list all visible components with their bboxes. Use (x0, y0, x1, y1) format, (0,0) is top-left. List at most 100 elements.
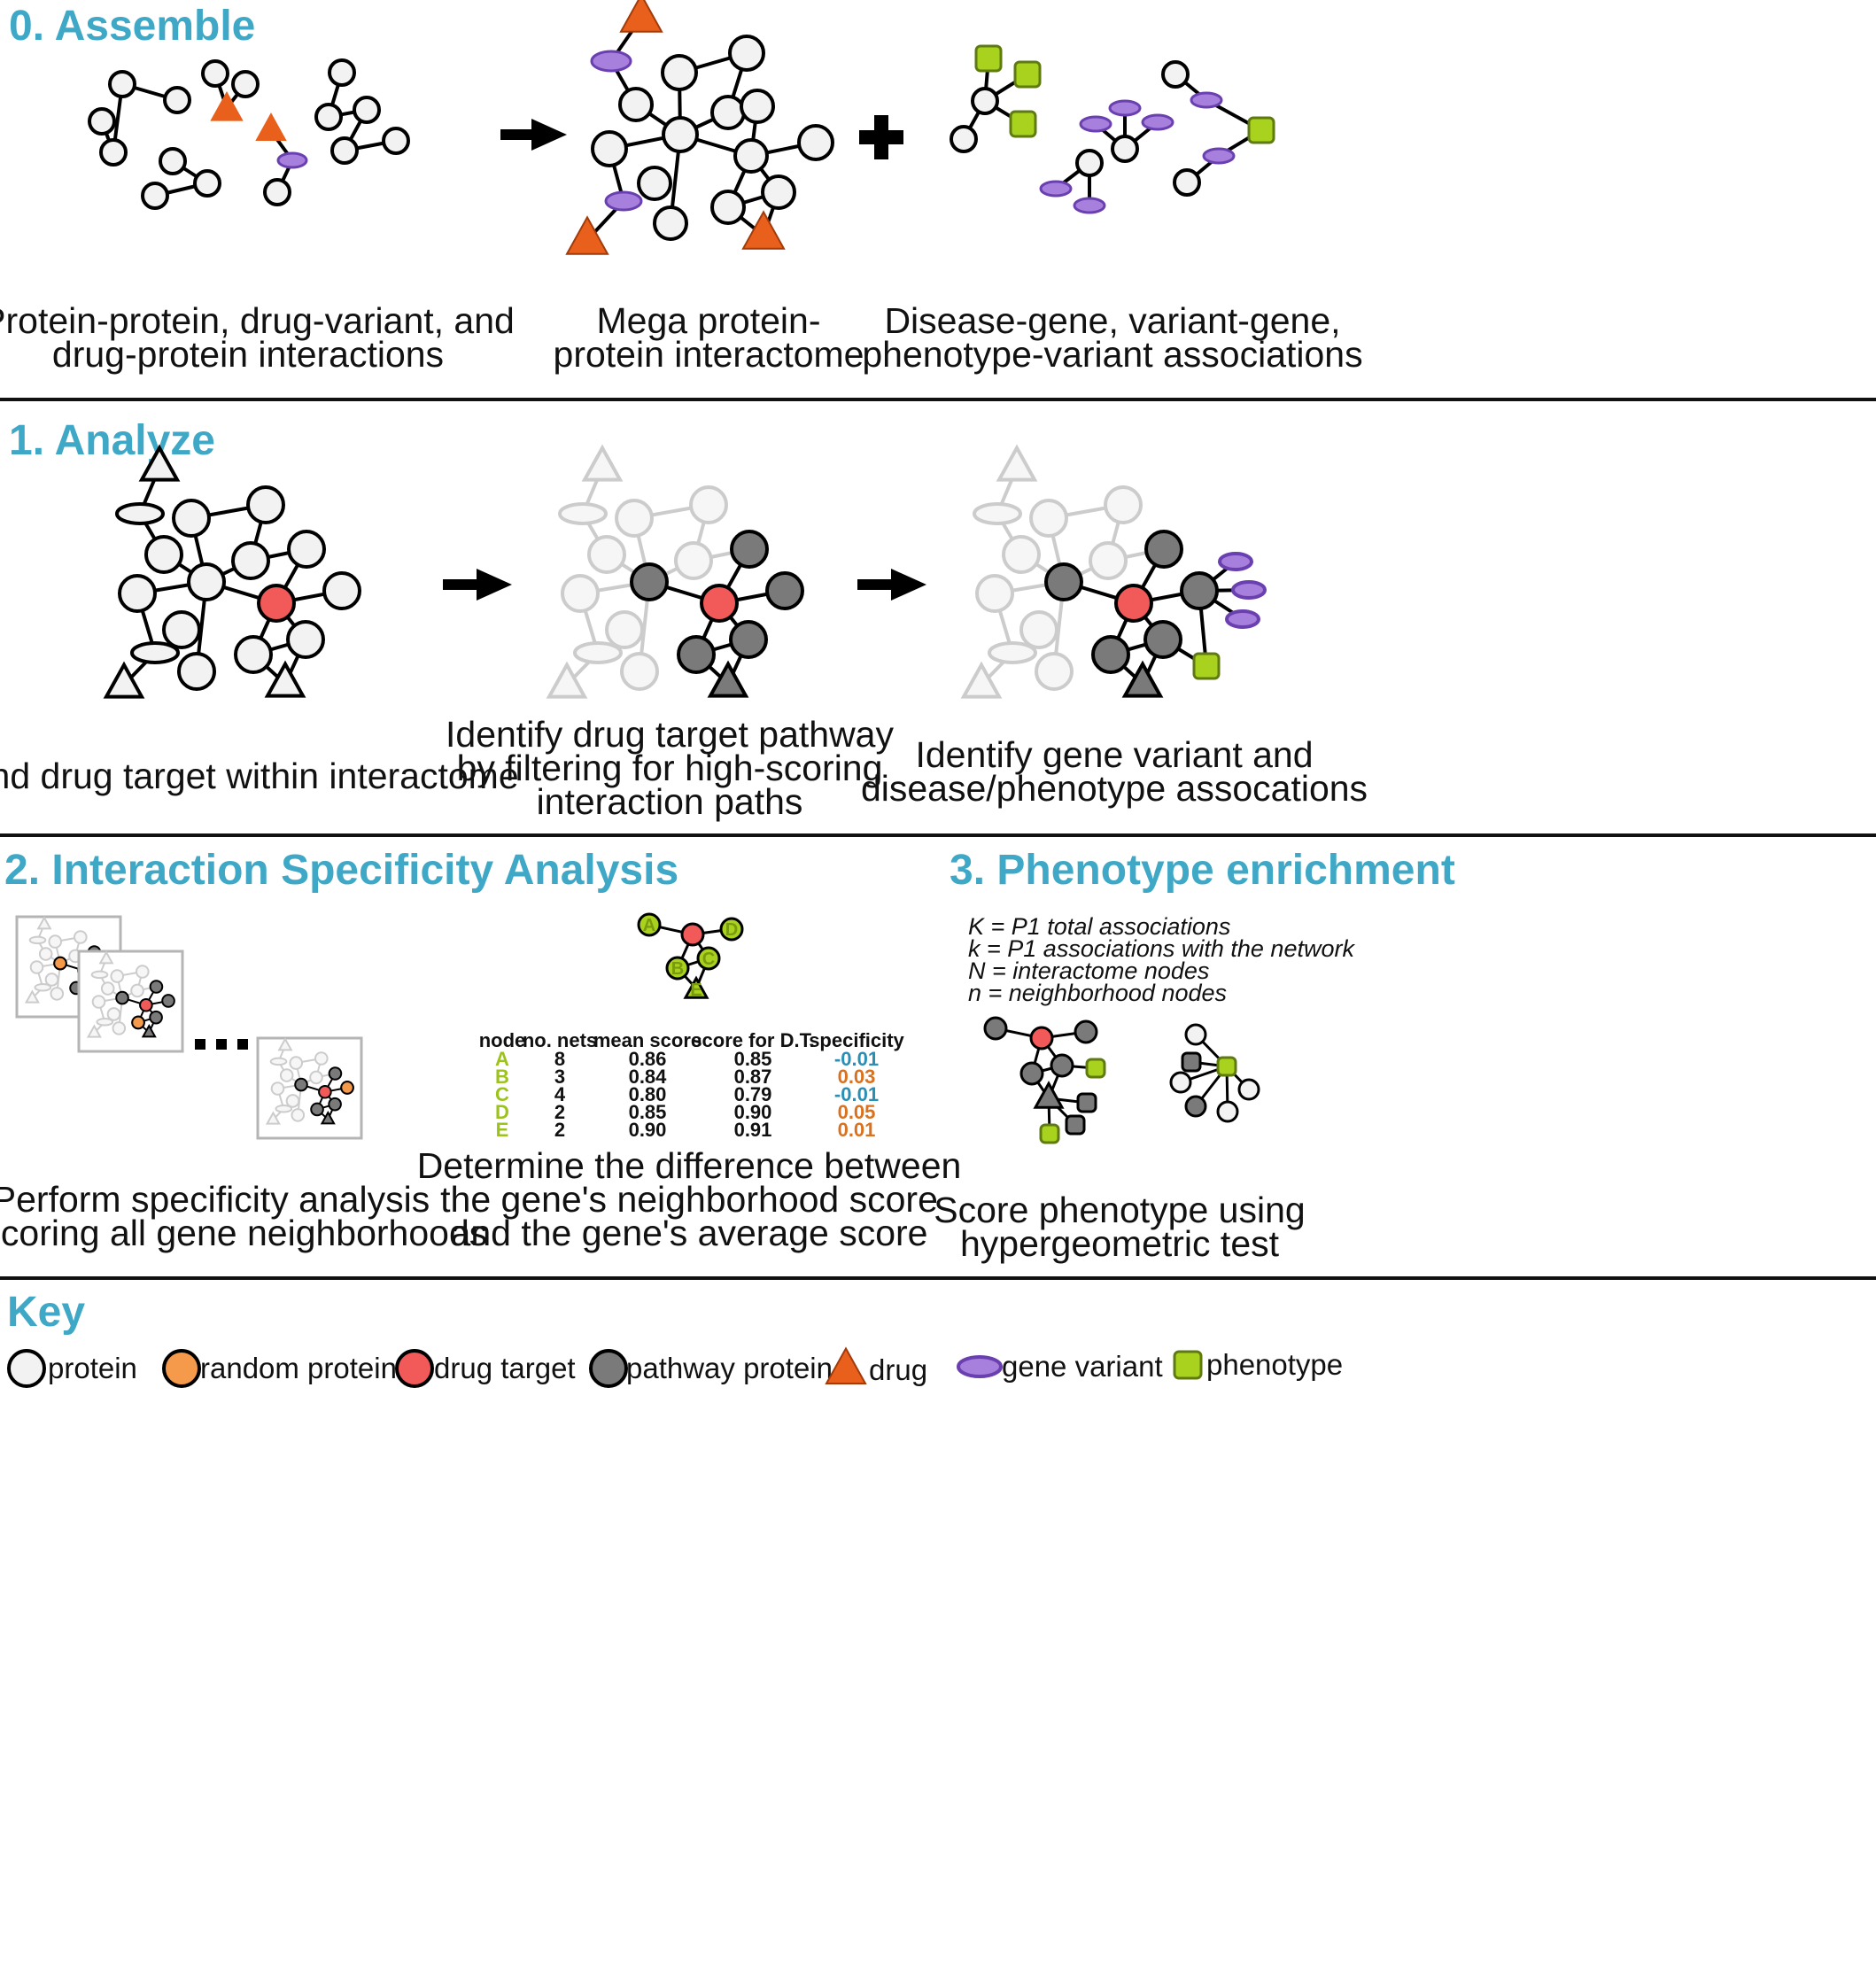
drug-node (320, 1111, 336, 1125)
gene-variant-node (1108, 99, 1142, 117)
drug-node (277, 1037, 293, 1051)
table-cell-dt: 0.85 (734, 1048, 772, 1070)
protein-node (187, 562, 226, 601)
table-cell-nets: 2 (554, 1101, 565, 1123)
phenotype-node (1173, 1350, 1203, 1380)
table-cell-nets: 3 (554, 1066, 565, 1088)
phenotype-node (1192, 652, 1221, 680)
gene-variant-node (988, 641, 1037, 664)
protein-node (1143, 620, 1182, 659)
table-cell-node: A (495, 1048, 509, 1070)
analyze-network-2 (546, 444, 804, 699)
analyze-network-3 (960, 444, 1267, 699)
random-protein-node (53, 956, 67, 971)
protein-node (231, 70, 260, 98)
protein-node (653, 205, 688, 241)
caption-assemble-3: Disease-gene, variant-gene,phenotype-var… (862, 300, 1362, 375)
protein-node (740, 89, 775, 124)
drug-node (960, 661, 1003, 699)
protein-node (1173, 168, 1201, 197)
drug-node (996, 444, 1038, 482)
phenotype-node (1076, 1092, 1097, 1113)
drug-target-node (257, 584, 296, 623)
protein-node (286, 620, 325, 659)
protein-node (115, 990, 129, 1005)
protein-node (353, 96, 381, 124)
drug-target-node (1029, 1026, 1054, 1050)
gene-variant-node (130, 641, 180, 664)
legend-label: phenotype (1206, 1348, 1343, 1381)
protein-node (950, 125, 978, 153)
caption-line: Perform specificity analysis (0, 1179, 430, 1220)
protein-node (591, 130, 628, 167)
protein-node (106, 1007, 121, 1021)
protein-node (263, 178, 291, 206)
phenotype-node (1039, 1123, 1060, 1144)
panel-network (265, 1037, 354, 1125)
protein-node (971, 87, 999, 115)
protein-node (110, 969, 125, 983)
table-cell-node: B (495, 1066, 509, 1088)
caption-analyze-1: Find drug target within interactome (0, 756, 519, 796)
caption-line: drug-protein interactions (52, 334, 444, 375)
formula-line: N = interactome nodes (968, 957, 1209, 984)
caption-line: Identify drug target pathway (446, 714, 894, 755)
protein-node (270, 1081, 285, 1096)
protein-node (975, 574, 1014, 613)
protein-node (382, 127, 410, 155)
phenotype-node (1009, 110, 1037, 138)
protein-node (163, 86, 191, 114)
pathway-protein-node (1050, 1053, 1074, 1078)
caption-specificity-1: Perform specificity analysisby scoring a… (0, 1179, 487, 1253)
node-label: A (643, 916, 655, 935)
arrow-head (531, 119, 567, 151)
drug-node (264, 660, 306, 698)
drug-node (24, 989, 40, 1004)
protein-node (1035, 652, 1074, 691)
gene-variant-node (1141, 113, 1174, 131)
gene-variant-node (957, 1355, 1003, 1378)
gene-variant-node (573, 641, 623, 664)
protein-node (605, 610, 644, 649)
table-row: B 3 0.84 0.87 0.03 (495, 1066, 875, 1088)
table-cell-specificity: 0.01 (838, 1119, 876, 1141)
protein-node (38, 947, 53, 961)
drug-node (255, 112, 287, 141)
drug-target-node (700, 584, 739, 623)
legend-label: pathway protein (626, 1352, 833, 1384)
caption-assemble-2: Mega protein-protein interactome (554, 300, 864, 375)
protein-node (201, 59, 229, 88)
protein-node (48, 934, 63, 949)
table-cell-node: D (495, 1101, 509, 1123)
protein-node (710, 190, 746, 225)
table-cell-mean: 0.80 (629, 1083, 667, 1105)
protein-node (91, 995, 106, 1009)
gene-variant-node (973, 502, 1022, 525)
gene-variant-node (604, 190, 643, 212)
caption-line: disease/phenotype assocations (861, 768, 1368, 809)
gene-variant-node (275, 1105, 293, 1113)
protein-node (118, 574, 157, 613)
protein-node (149, 1010, 163, 1025)
legend-marker (7, 1349, 46, 1388)
protein-node (285, 1094, 300, 1108)
protein-node (1180, 571, 1219, 610)
key-legend: protein random protein drug target pathway … (7, 1346, 1343, 1388)
arrow-analyze-1 (443, 569, 512, 601)
protein-node (328, 58, 356, 87)
protein-node (587, 535, 626, 574)
table-cell-dt: 0.87 (734, 1066, 772, 1088)
legend-item: protein (7, 1349, 137, 1388)
legend-label: drug (869, 1353, 927, 1386)
formula-line: k = P1 associations with the network (968, 935, 1355, 962)
protein-node (193, 169, 221, 198)
table-header: specificity (809, 1029, 904, 1051)
gene-variant-node (269, 1057, 288, 1066)
table-row: E 2 0.90 0.91 0.01 (496, 1119, 876, 1141)
legend-item: gene variant (957, 1350, 1163, 1383)
protein-node (159, 147, 187, 175)
protein-node (287, 530, 326, 569)
caption-line: by scoring all gene neighborhoods (0, 1213, 487, 1253)
